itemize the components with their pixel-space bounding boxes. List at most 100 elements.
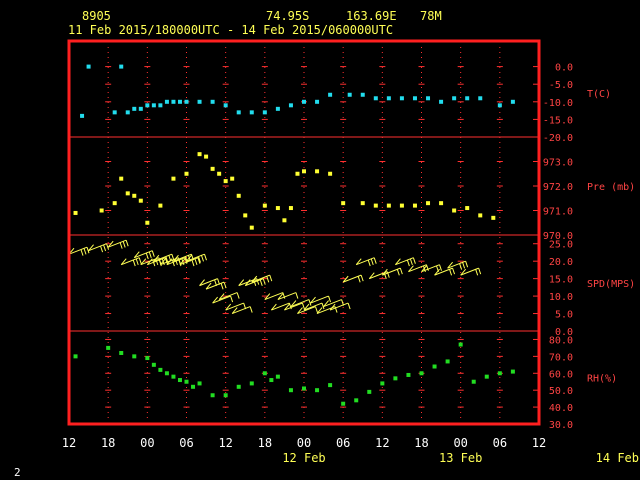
wind-barb-shaft bbox=[303, 302, 323, 311]
wind-barb-feather bbox=[164, 257, 168, 264]
y-tick-label: 80.0 bbox=[549, 335, 573, 346]
wind-barb bbox=[244, 278, 266, 287]
x-tick-label: 18 bbox=[414, 436, 428, 450]
temperature-point bbox=[158, 103, 163, 108]
panel-relative_humidity: 80.0 70.0 60.0 50.0 40.0 30.0 RH(%) bbox=[73, 335, 617, 431]
relative_humidity-point bbox=[132, 354, 137, 359]
wind-barb-feather bbox=[314, 306, 318, 313]
wind-barb-shaft bbox=[264, 292, 284, 301]
pressure-point bbox=[386, 203, 391, 208]
pressure-point bbox=[204, 154, 209, 159]
wind-barb bbox=[68, 246, 90, 256]
y-tick-label: 973.0 bbox=[543, 158, 573, 169]
temperature-point bbox=[360, 92, 365, 97]
relative_humidity-point bbox=[236, 384, 241, 389]
wind-barb-feather bbox=[439, 264, 442, 271]
relative_humidity-point bbox=[510, 369, 515, 374]
relative_humidity-point bbox=[164, 371, 169, 376]
relative_humidity-point bbox=[380, 381, 385, 386]
relative_humidity-point bbox=[288, 388, 293, 393]
x-tick-label: 06 bbox=[179, 436, 193, 450]
temperature-point bbox=[426, 96, 431, 101]
wind-barb-head bbox=[323, 300, 329, 307]
y-tick-label: 972.0 bbox=[543, 182, 573, 193]
wind-barb-feather bbox=[269, 274, 273, 282]
temperature-point bbox=[275, 106, 280, 111]
wind-barb-shaft bbox=[421, 264, 440, 273]
wind-barb bbox=[251, 274, 273, 283]
plot-frame bbox=[67, 39, 541, 426]
temperature-point bbox=[171, 99, 176, 104]
relative_humidity-point bbox=[145, 356, 150, 361]
wind-barb-feather bbox=[197, 257, 201, 264]
relative_humidity-point bbox=[119, 350, 124, 355]
wind-barb-feather bbox=[328, 295, 332, 303]
relative_humidity-point bbox=[406, 372, 411, 377]
wind-barb-feather bbox=[462, 262, 466, 269]
wind-barb-head bbox=[166, 258, 173, 265]
wind-barb-feather bbox=[478, 267, 482, 275]
temperature-point bbox=[132, 106, 137, 111]
temperature-point bbox=[497, 103, 502, 108]
wind-barb bbox=[297, 306, 318, 315]
wind-barb-feather bbox=[373, 257, 377, 264]
temperature-point bbox=[347, 92, 352, 97]
wind-barb bbox=[205, 281, 227, 290]
relative_humidity-point bbox=[106, 345, 111, 350]
date-label: 14 Feb bbox=[596, 451, 639, 465]
y-tick-label: 30.0 bbox=[549, 420, 573, 431]
wind-barb-head bbox=[218, 293, 225, 300]
wind-barb-feather bbox=[347, 302, 351, 310]
y-tick-label: 971.0 bbox=[543, 207, 573, 218]
wind-barb-head bbox=[225, 303, 232, 311]
temperature-point bbox=[302, 99, 306, 104]
wind-barb-shaft bbox=[408, 264, 427, 273]
wind-barb-head bbox=[88, 244, 94, 252]
y-tick-label: 15.0 bbox=[549, 275, 573, 286]
pressure-point bbox=[426, 201, 431, 206]
temperature-point bbox=[125, 110, 130, 115]
wind-barb-feather bbox=[449, 269, 453, 276]
wind-barb-head bbox=[329, 303, 336, 311]
pressure-point bbox=[275, 206, 280, 211]
wind-barb-feather bbox=[475, 269, 479, 276]
wind-barb-feather bbox=[194, 258, 198, 266]
temperature-point bbox=[145, 103, 150, 108]
wind-barb-feather bbox=[301, 302, 305, 310]
relative_humidity-point bbox=[210, 393, 215, 398]
wind-barb-head bbox=[120, 258, 127, 265]
temperature-point bbox=[262, 110, 267, 115]
wind-barb-feather bbox=[86, 247, 90, 254]
temperature-point bbox=[86, 64, 91, 69]
wind-barb-head bbox=[251, 275, 258, 283]
relative_humidity-point bbox=[191, 384, 196, 389]
wind-barb-head bbox=[179, 258, 186, 265]
pressure-point bbox=[112, 201, 117, 206]
wind-barb-shaft bbox=[297, 306, 316, 315]
x-tick-label: 00 bbox=[453, 436, 467, 450]
temperature-point bbox=[112, 110, 117, 115]
wind-barb-shaft bbox=[121, 257, 140, 266]
wind-barb-head bbox=[395, 258, 401, 265]
wind-barb-feather bbox=[125, 240, 129, 247]
relative_humidity-point bbox=[73, 354, 78, 359]
wind-barb-feather bbox=[396, 269, 400, 276]
temperature-point bbox=[249, 110, 254, 115]
temperature-point bbox=[386, 96, 391, 101]
wind-barb bbox=[166, 257, 188, 267]
y-tick-label: 10.0 bbox=[549, 292, 573, 303]
wind-barb-head bbox=[160, 258, 166, 265]
wind-barb-feather bbox=[236, 292, 240, 299]
y-tick-label: 50.0 bbox=[549, 386, 573, 397]
pressure-point bbox=[295, 171, 300, 176]
wind-barb bbox=[310, 295, 332, 304]
y-axis-label: RH(%) bbox=[587, 374, 617, 385]
wind-barb bbox=[140, 257, 162, 267]
wind-barb-shaft bbox=[166, 257, 186, 266]
wind-barb-feather bbox=[399, 267, 403, 275]
y-tick-label: 0.0 bbox=[555, 327, 573, 338]
wind-barb-feather bbox=[409, 258, 413, 266]
pressure-point bbox=[132, 193, 137, 198]
wind-barb-feather bbox=[288, 302, 292, 310]
wind-barb bbox=[447, 260, 469, 270]
